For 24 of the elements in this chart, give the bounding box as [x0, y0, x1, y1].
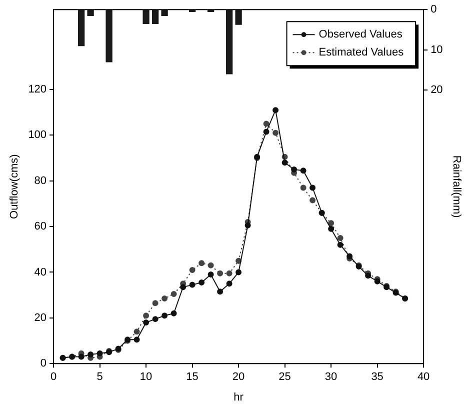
y-axis-title: Outflow(cms): [8, 154, 21, 219]
x-tick-label: 25: [278, 371, 291, 384]
x-tick-label: 20: [232, 371, 245, 384]
y2-tick-label: 0: [430, 4, 437, 16]
legend-label: Observed Values: [318, 28, 403, 41]
legend-label: Estimated Values: [318, 46, 404, 59]
y-tick-label: 60: [34, 220, 47, 233]
x-axis-title: hr: [234, 391, 244, 404]
y-tick-label: 0: [40, 358, 47, 370]
x-tick-label: 5: [96, 371, 103, 384]
x-tick-label: 10: [140, 371, 152, 384]
x-tick-label: 15: [186, 371, 198, 384]
x-tick-label: 40: [417, 371, 430, 384]
x-tick-label: 35: [371, 371, 384, 384]
y-tick-label: 80: [34, 174, 47, 187]
y-tick-label: 120: [28, 84, 47, 96]
y2-tick-label: 20: [430, 84, 443, 96]
y2-axis-title: Rainfall(mm): [450, 155, 462, 218]
y2-tick-label: 10: [430, 44, 443, 56]
y-tick-label: 100: [28, 129, 47, 142]
x-tick-label: 30: [324, 371, 338, 384]
y-tick-label: 20: [34, 312, 47, 324]
y-tick-label: 40: [34, 266, 47, 278]
x-tick-label: 0: [50, 371, 57, 384]
